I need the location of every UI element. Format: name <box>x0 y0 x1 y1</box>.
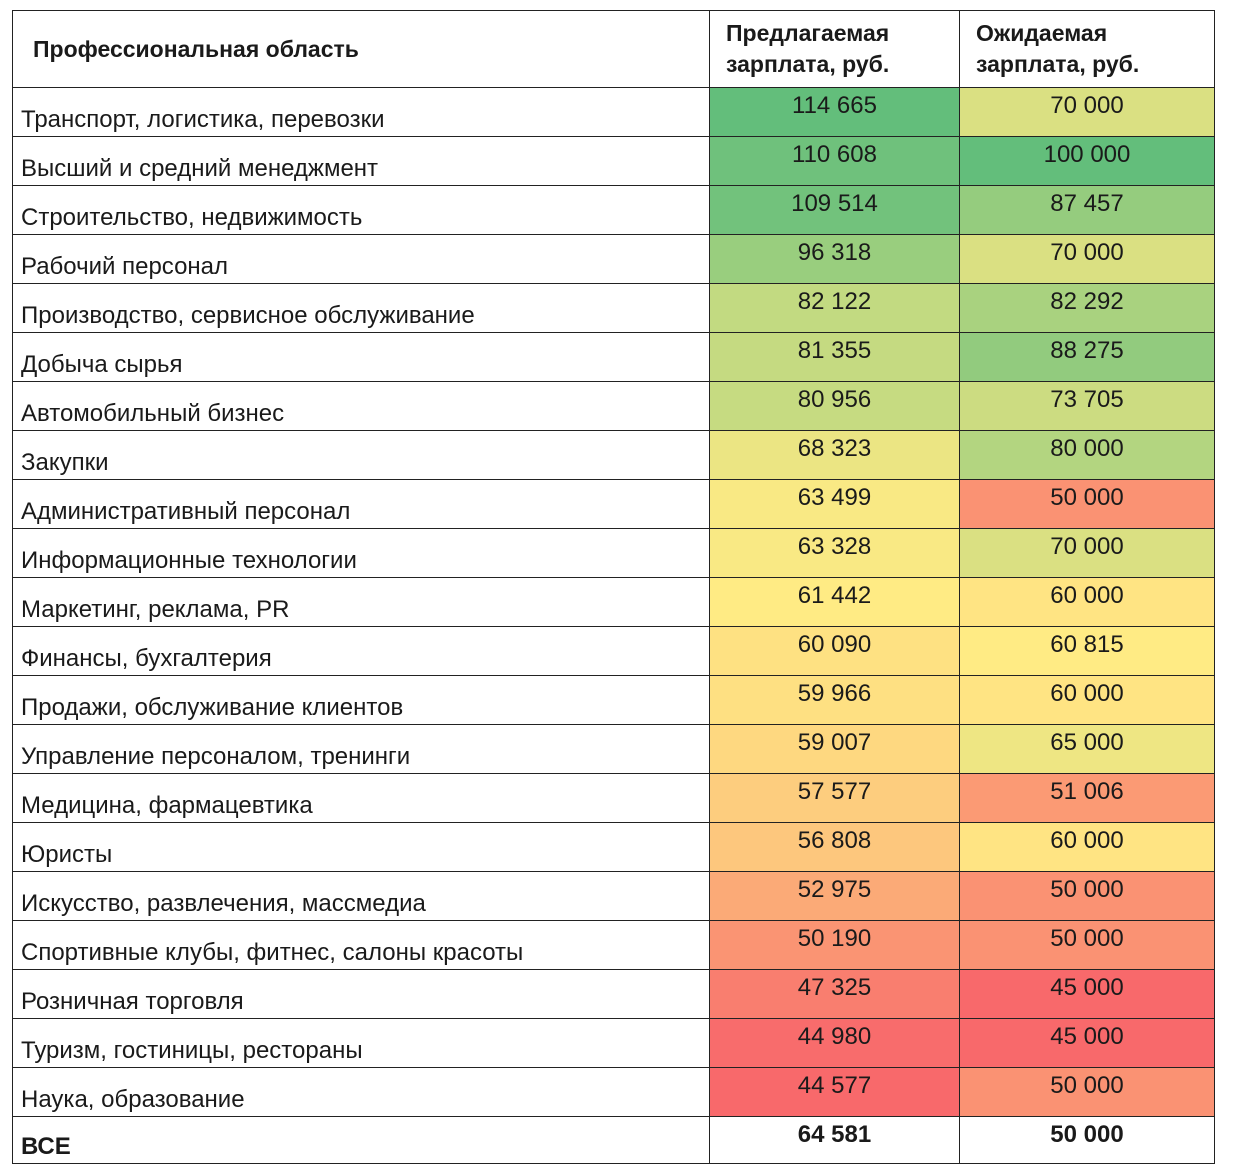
offered-cell: 114 665 <box>709 87 960 137</box>
offered-cell: 68 323 <box>709 430 960 480</box>
salary-table: Профессиональная область Предлагаемая за… <box>12 10 1215 1164</box>
offered-cell: 56 808 <box>709 822 960 872</box>
expected-cell: 70 000 <box>959 528 1215 578</box>
expected-cell: 70 000 <box>959 87 1215 137</box>
table-row: Автомобильный бизнес 80 956 73 705 <box>12 381 1215 431</box>
table-row: Административный персонал 63 499 50 000 <box>12 479 1215 529</box>
area-cell: Закупки <box>12 430 710 480</box>
expected-cell: 65 000 <box>959 724 1215 774</box>
area-cell: Маркетинг, реклама, PR <box>12 577 710 627</box>
total-row: ВСЕ 64 581 50 000 <box>12 1116 1215 1164</box>
area-cell: Розничная торговля <box>12 969 710 1019</box>
header-offered: Предлагаемая зарплата, руб. <box>709 10 960 88</box>
expected-cell: 88 275 <box>959 332 1215 382</box>
area-cell: Туризм, гостиницы, рестораны <box>12 1018 710 1068</box>
area-cell: Автомобильный бизнес <box>12 381 710 431</box>
expected-cell: 100 000 <box>959 136 1215 186</box>
table-row: Добыча сырья 81 355 88 275 <box>12 332 1215 382</box>
area-cell: Административный персонал <box>12 479 710 529</box>
offered-cell: 50 190 <box>709 920 960 970</box>
area-cell: Высший и средний менеджмент <box>12 136 710 186</box>
expected-cell: 60 000 <box>959 577 1215 627</box>
offered-cell: 47 325 <box>709 969 960 1019</box>
area-cell: Наука, образование <box>12 1067 710 1117</box>
table-row: Продажи, обслуживание клиентов 59 966 60 0… <box>12 675 1215 725</box>
area-cell: Транспорт, логистика, перевозки <box>12 87 710 137</box>
area-cell: Финансы, бухгалтерия <box>12 626 710 676</box>
table-row: Строительство, недвижимость 109 514 87 457 <box>12 185 1215 235</box>
table-row: Юристы 56 808 60 000 <box>12 822 1215 872</box>
table-row: Медицина, фармацевтика 57 577 51 006 <box>12 773 1215 823</box>
offered-cell: 96 318 <box>709 234 960 284</box>
table-row: Наука, образование 44 577 50 000 <box>12 1067 1215 1117</box>
expected-cell: 82 292 <box>959 283 1215 333</box>
offered-cell: 80 956 <box>709 381 960 431</box>
table-row: Управление персоналом, тренинги 59 007 65 … <box>12 724 1215 774</box>
area-cell: Медицина, фармацевтика <box>12 773 710 823</box>
table-row: Рабочий персонал 96 318 70 000 <box>12 234 1215 284</box>
expected-cell: 60 000 <box>959 675 1215 725</box>
expected-cell: 80 000 <box>959 430 1215 480</box>
total-expected-cell: 50 000 <box>959 1116 1215 1164</box>
expected-cell: 50 000 <box>959 871 1215 921</box>
offered-cell: 63 499 <box>709 479 960 529</box>
offered-cell: 63 328 <box>709 528 960 578</box>
table-row: Производство, сервисное обслуживание 82 1… <box>12 283 1215 333</box>
expected-cell: 50 000 <box>959 479 1215 529</box>
expected-cell: 45 000 <box>959 969 1215 1019</box>
expected-cell: 60 815 <box>959 626 1215 676</box>
offered-cell: 59 007 <box>709 724 960 774</box>
offered-cell: 110 608 <box>709 136 960 186</box>
total-area-cell: ВСЕ <box>12 1116 710 1164</box>
table-row: Розничная торговля 47 325 45 000 <box>12 969 1215 1019</box>
area-cell: Спортивные клубы, фитнес, салоны красоты <box>12 920 710 970</box>
table-row: Закупки 68 323 80 000 <box>12 430 1215 480</box>
expected-cell: 73 705 <box>959 381 1215 431</box>
area-cell: Искусство, развлечения, массмедиа <box>12 871 710 921</box>
table-row: Маркетинг, реклама, PR 61 442 60 000 <box>12 577 1215 627</box>
expected-cell: 70 000 <box>959 234 1215 284</box>
offered-cell: 59 966 <box>709 675 960 725</box>
expected-cell: 87 457 <box>959 185 1215 235</box>
offered-cell: 60 090 <box>709 626 960 676</box>
area-cell: Строительство, недвижимость <box>12 185 710 235</box>
header-expected: Ожидаемая зарплата, руб. <box>959 10 1215 88</box>
expected-cell: 50 000 <box>959 1067 1215 1117</box>
expected-cell: 51 006 <box>959 773 1215 823</box>
header-row: Профессиональная область Предлагаемая за… <box>12 10 1215 88</box>
offered-cell: 82 122 <box>709 283 960 333</box>
offered-cell: 81 355 <box>709 332 960 382</box>
expected-cell: 45 000 <box>959 1018 1215 1068</box>
area-cell: Юристы <box>12 822 710 872</box>
area-cell: Продажи, обслуживание клиентов <box>12 675 710 725</box>
area-cell: Добыча сырья <box>12 332 710 382</box>
table-row: Информационные технологии 63 328 70 000 <box>12 528 1215 578</box>
offered-cell: 57 577 <box>709 773 960 823</box>
table-row: Искусство, развлечения, массмедиа 52 975 5… <box>12 871 1215 921</box>
area-cell: Производство, сервисное обслуживание <box>12 283 710 333</box>
expected-cell: 60 000 <box>959 822 1215 872</box>
table-row: Финансы, бухгалтерия 60 090 60 815 <box>12 626 1215 676</box>
total-offered-cell: 64 581 <box>709 1116 960 1164</box>
offered-cell: 44 577 <box>709 1067 960 1117</box>
table-row: Высший и средний менеджмент 110 608 100 00… <box>12 136 1215 186</box>
area-cell: Рабочий персонал <box>12 234 710 284</box>
table-row: Транспорт, логистика, перевозки 114 665 70… <box>12 87 1215 137</box>
table-row: Спортивные клубы, фитнес, салоны красоты… <box>12 920 1215 970</box>
offered-cell: 44 980 <box>709 1018 960 1068</box>
offered-cell: 109 514 <box>709 185 960 235</box>
expected-cell: 50 000 <box>959 920 1215 970</box>
offered-cell: 61 442 <box>709 577 960 627</box>
header-area: Профессиональная область <box>12 10 710 88</box>
area-cell: Управление персоналом, тренинги <box>12 724 710 774</box>
area-cell: Информационные технологии <box>12 528 710 578</box>
offered-cell: 52 975 <box>709 871 960 921</box>
table-row: Туризм, гостиницы, рестораны 44 980 45 000 <box>12 1018 1215 1068</box>
